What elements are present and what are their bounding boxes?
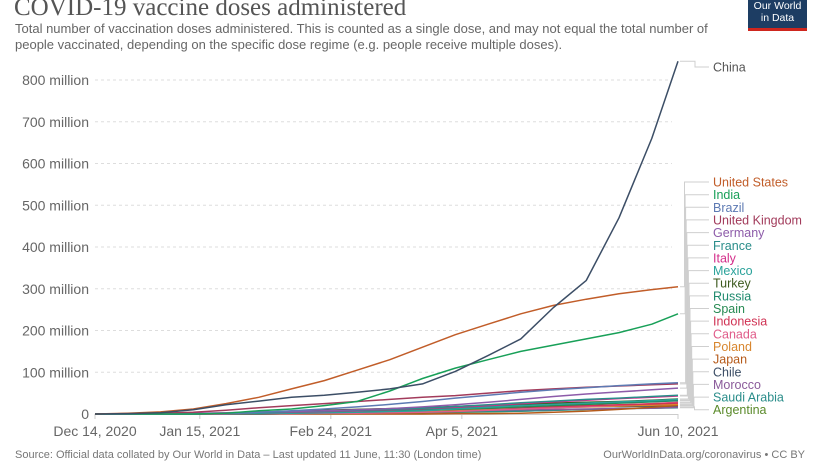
legend-label-russia[interactable]: Russia (713, 289, 751, 303)
series-line-india[interactable] (95, 313, 679, 415)
y-axis-labels: 0 100 million 200 million 300 million 400 mi… (22, 72, 89, 422)
legend-connector (680, 358, 709, 406)
legend-label-india[interactable]: India (713, 188, 740, 202)
legend-label-italy[interactable]: Italy (713, 251, 737, 265)
legend-connector (680, 308, 709, 402)
series-line-united-states[interactable] (94, 285, 679, 415)
series-line-germany[interactable] (95, 387, 679, 415)
legend-label-germany[interactable]: Germany (713, 226, 765, 240)
x-tick-label: Jun 10, 2021 (638, 423, 719, 439)
legend-label-indonesia[interactable]: Indonesia (713, 315, 767, 329)
legend-label-united-states[interactable]: United States (713, 176, 788, 190)
grid-lines (95, 79, 672, 373)
x-tick-label: Jan 15, 2021 (159, 423, 240, 439)
legend-label-united-kingdom[interactable]: United Kingdom (713, 213, 802, 227)
y-tick-label: 200 million (22, 323, 89, 339)
series-line-china[interactable] (94, 60, 679, 415)
y-tick-label: 800 million (22, 72, 89, 88)
legend-label-spain[interactable]: Spain (713, 302, 745, 316)
legend-connector (680, 371, 709, 407)
legend-label-france[interactable]: France (713, 239, 752, 253)
y-tick-label: 500 million (22, 197, 89, 213)
legend-label-turkey[interactable]: Turkey (713, 277, 751, 291)
x-tick-label: Dec 14, 2020 (53, 423, 136, 439)
logo-line-1: Our World (753, 0, 802, 12)
legend-connectors (680, 60, 709, 411)
legend-label-japan[interactable]: Japan (713, 353, 747, 367)
y-tick-label: 300 million (22, 281, 89, 297)
y-tick-label: 700 million (22, 114, 89, 130)
owid-logo[interactable]: Our World in Data (748, 0, 807, 31)
legend-connector (680, 396, 709, 409)
series-lines (94, 60, 679, 415)
legend-label-brazil[interactable]: Brazil (713, 201, 744, 215)
legend-connector (680, 406, 709, 411)
legend-label-china[interactable]: China (713, 61, 746, 75)
x-tick-label: Apr 5, 2021 (426, 423, 499, 439)
legend-label-poland[interactable]: Poland (713, 340, 752, 354)
legend-label-saudi-arabia[interactable]: Saudi Arabia (713, 391, 784, 405)
y-tick-label: 600 million (22, 156, 89, 172)
legend-connector (680, 219, 709, 385)
legend-label-morocco[interactable]: Morocco (713, 378, 761, 392)
y-tick-label: 400 million (22, 239, 89, 255)
legend-connector (680, 206, 709, 384)
credit-link[interactable]: OurWorldInData.org/coronavirus • CC BY (603, 449, 805, 461)
chart-title: COVID-19 vaccine doses administered (14, 0, 407, 21)
source-note: Source: Official data collated by Our Wo… (15, 449, 482, 461)
logo-line-2: in Data (760, 11, 795, 24)
x-tick-label: Feb 24, 2021 (290, 423, 373, 439)
legend-label-chile[interactable]: Chile (713, 365, 742, 379)
legend-label-canada[interactable]: Canada (713, 327, 757, 341)
legend-connector (680, 181, 709, 288)
legend-connector (680, 333, 709, 403)
legend-connector (680, 346, 709, 405)
y-tick-label: 100 million (22, 364, 89, 380)
x-axis: Dec 14, 2020 Jan 15, 2021 Feb 24, 2021 Apr … (53, 414, 719, 439)
legend-label-mexico[interactable]: Mexico (713, 264, 753, 278)
chart-subtitle: Total number of vaccination doses admini… (15, 21, 708, 52)
legend-connector (680, 60, 709, 68)
legend-connector (680, 270, 709, 400)
y-tick-label: 0 (81, 406, 89, 422)
legend-label-argentina[interactable]: Argentina (713, 403, 767, 417)
legend-connector (680, 282, 709, 400)
legend-connector (680, 244, 709, 396)
